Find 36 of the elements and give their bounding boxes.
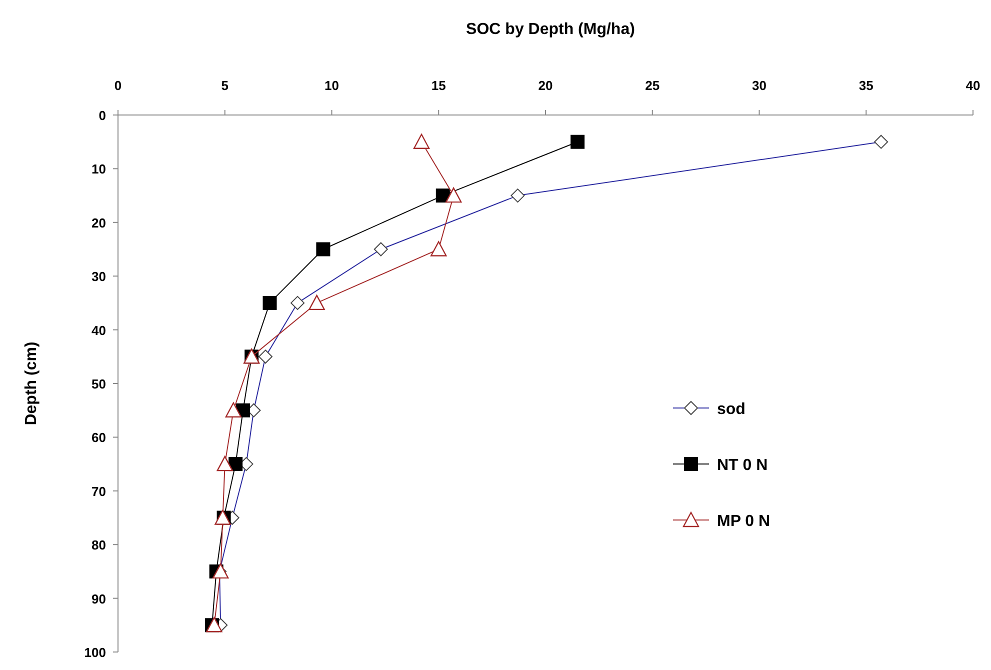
x-tick-label: 30 [752,78,766,93]
x-tick-label: 5 [221,78,228,93]
y-tick-label: 0 [98,108,106,123]
x-tick-label: 0 [114,78,122,93]
y-tick-label: 80 [92,538,106,553]
y-tick-label: 30 [92,269,106,284]
x-tick-label: 35 [858,78,874,93]
legend-label: sod [717,401,746,418]
point [308,294,325,310]
legend-label: NT 0 N [717,457,768,474]
point [316,242,330,256]
x-tick-label: 20 [538,78,553,93]
x-tick-label: 25 [645,78,660,93]
y-tick-label: 70 [92,484,106,499]
point [206,617,222,632]
point [413,134,430,149]
y-tick-label: 60 [92,430,106,446]
y-tick-label: 90 [92,591,106,606]
y-tick-label: 100 [84,645,106,660]
y-tick-label: 50 [92,376,106,392]
point [228,457,243,472]
x-tick-label: 15 [431,78,446,93]
point [430,241,447,256]
y-tick-label: 20 [92,215,106,230]
y-axis-title: Depth (cm) [23,342,40,426]
point [570,134,585,149]
point [216,456,233,472]
chart-title: SOC by Depth (Mg/ha) [466,21,635,38]
point [262,296,277,310]
legend-label: MP 0 N [717,513,770,530]
point [445,187,462,203]
x-tick-label: 10 [324,78,339,93]
y-tick-label: 10 [92,162,106,177]
point [225,402,242,418]
y-tick-label: 40 [92,322,106,338]
x-tick-label: 40 [966,78,980,93]
